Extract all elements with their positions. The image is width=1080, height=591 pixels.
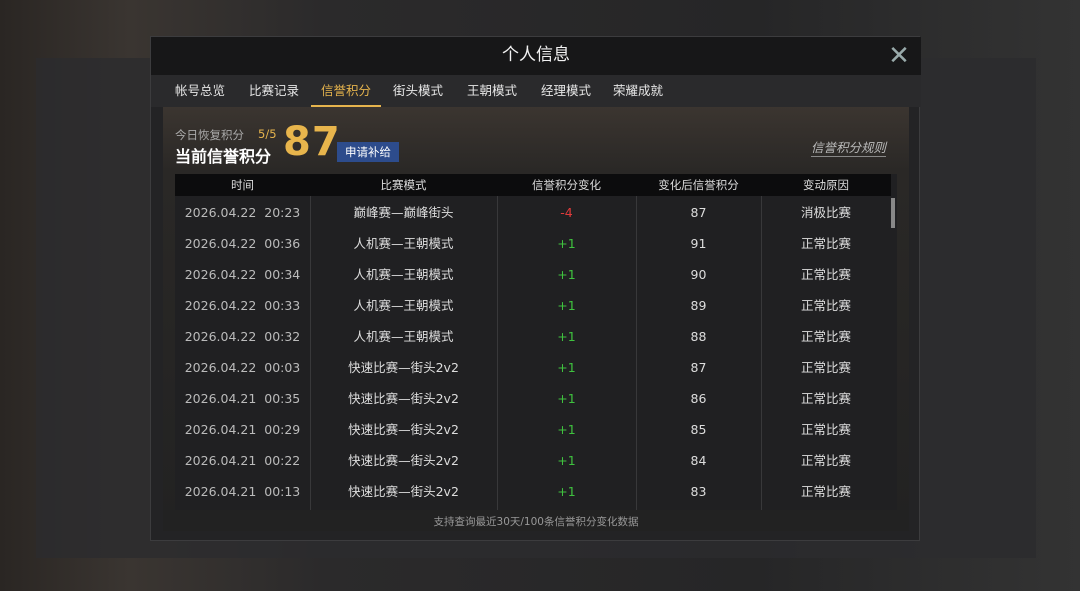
tab[interactable]: 街头模式: [392, 83, 443, 98]
table-cell: 2026.04.22 00:33: [184, 298, 301, 313]
recover-value: 5/5: [258, 127, 277, 141]
table-cell: 消极比赛: [800, 205, 851, 220]
tab-bar: 帐号总览 比赛记录 信誉积分 街头模式 王朝模式 经理模式 荣耀成就: [151, 75, 921, 107]
table-cell: 84: [690, 453, 707, 468]
table-cell: +1: [557, 391, 576, 406]
tab[interactable]: 帐号总览: [174, 83, 225, 98]
table-cell: 人机赛—王朝模式: [353, 236, 454, 251]
table-cell: 正常比赛: [800, 298, 851, 313]
table-cell: -4: [560, 205, 573, 220]
table-cell: 2026.04.22 00:03: [184, 360, 301, 375]
table-cell: 快速比赛—街头2v2: [348, 484, 459, 499]
table-cell: 87: [690, 205, 707, 220]
table-cell: 快速比赛—街头2v2: [348, 453, 459, 468]
score: 87: [283, 119, 341, 165]
table-cell: +1: [557, 298, 576, 313]
column-divider: [497, 196, 498, 510]
table-cell: 91: [690, 236, 707, 251]
table-cell: 正常比赛: [800, 391, 851, 406]
apply-button[interactable]: 申请补给: [337, 142, 399, 162]
recover-label: 今日恢复积分: [175, 128, 244, 142]
column-header: 变化后信誉积分: [636, 174, 761, 196]
table-cell: +1: [557, 484, 576, 499]
tab[interactable]: 比赛记录: [248, 83, 299, 98]
table-cell: 89: [690, 298, 707, 313]
tab[interactable]: 王朝模式: [466, 83, 517, 98]
table-cell: 正常比赛: [800, 267, 851, 282]
table-cell: 正常比赛: [800, 236, 851, 251]
score-label: 当前信誉积分: [175, 147, 272, 166]
table-cell: 90: [690, 267, 707, 282]
content-panel: 今日恢复积分 5/5 当前信誉积分 87 申请补给 信誉积分规则 时间 比赛模式信…: [163, 107, 909, 531]
table-cell: 正常比赛: [800, 329, 851, 344]
column-divider: [636, 196, 637, 510]
close-button[interactable]: ✕: [888, 41, 910, 71]
table-cell: 正常比赛: [800, 453, 851, 468]
table-cell: +1: [557, 422, 576, 437]
table-cell: 83: [690, 484, 707, 499]
column-header: 信誉积分变化: [497, 174, 636, 196]
record-table: 时间 比赛模式 信誉积分变化 变化后信誉积分 变动原因 2026.04.22 20:23 巅…: [175, 174, 897, 510]
column-divider: [761, 196, 762, 510]
table-cell: 86: [690, 391, 707, 406]
table-cell: 2026.04.22 00:32: [184, 329, 301, 344]
tab[interactable]: 信誉积分: [311, 75, 381, 107]
column-header: 变动原因: [761, 174, 891, 196]
table-cell: 快速比赛—街头2v2: [348, 422, 459, 437]
table-cell: 2026.04.22 00:34: [184, 267, 301, 282]
table-cell: +1: [557, 453, 576, 468]
table-cell: 正常比赛: [800, 360, 851, 375]
column-header: 比赛模式: [310, 174, 497, 196]
table-cell: 快速比赛—街头2v2: [348, 391, 459, 406]
table-cell: 2026.04.21 00:29: [184, 422, 301, 437]
column-divider: [310, 196, 311, 510]
table-cell: 正常比赛: [800, 484, 851, 499]
table-cell: 87: [690, 360, 707, 375]
tab[interactable]: 经理模式: [540, 83, 591, 98]
table-cell: +1: [557, 360, 576, 375]
dialog-title: 个人信息: [151, 37, 921, 75]
table-cell: 正常比赛: [800, 422, 851, 437]
table-cell: 2026.04.21 00:35: [184, 391, 301, 406]
table-cell: 2026.04.21 00:22: [184, 453, 301, 468]
dialog: 个人信息 ✕ 帐号总览 比赛记录 信誉积分 街头模式 王朝模式 经理模式 荣耀成就 今日恢复…: [150, 36, 921, 541]
tab[interactable]: 荣耀成就: [612, 83, 663, 98]
table-cell: 85: [690, 422, 707, 437]
scrollbar[interactable]: [891, 198, 895, 228]
table-cell: +1: [557, 329, 576, 344]
table-cell: 88: [690, 329, 707, 344]
column-header: 时间: [175, 174, 310, 196]
table-cell: +1: [557, 267, 576, 282]
footer-note: 支持查询最近30天/100条信誉积分变化数据: [433, 516, 639, 528]
table-cell: 巅峰赛—巅峰街头: [353, 205, 454, 220]
table-cell: 人机赛—王朝模式: [353, 329, 454, 344]
table-cell: 2026.04.21 00:13: [184, 484, 301, 499]
table-cell: 人机赛—王朝模式: [353, 267, 454, 282]
rules-link[interactable]: 信誉积分规则: [811, 137, 887, 157]
table-cell: 2026.04.22 20:23: [184, 205, 301, 220]
table-cell: +1: [557, 236, 576, 251]
table-cell: 2026.04.22 00:36: [184, 236, 301, 251]
table-cell: 人机赛—王朝模式: [353, 298, 454, 313]
table-cell: 快速比赛—街头2v2: [348, 360, 459, 375]
